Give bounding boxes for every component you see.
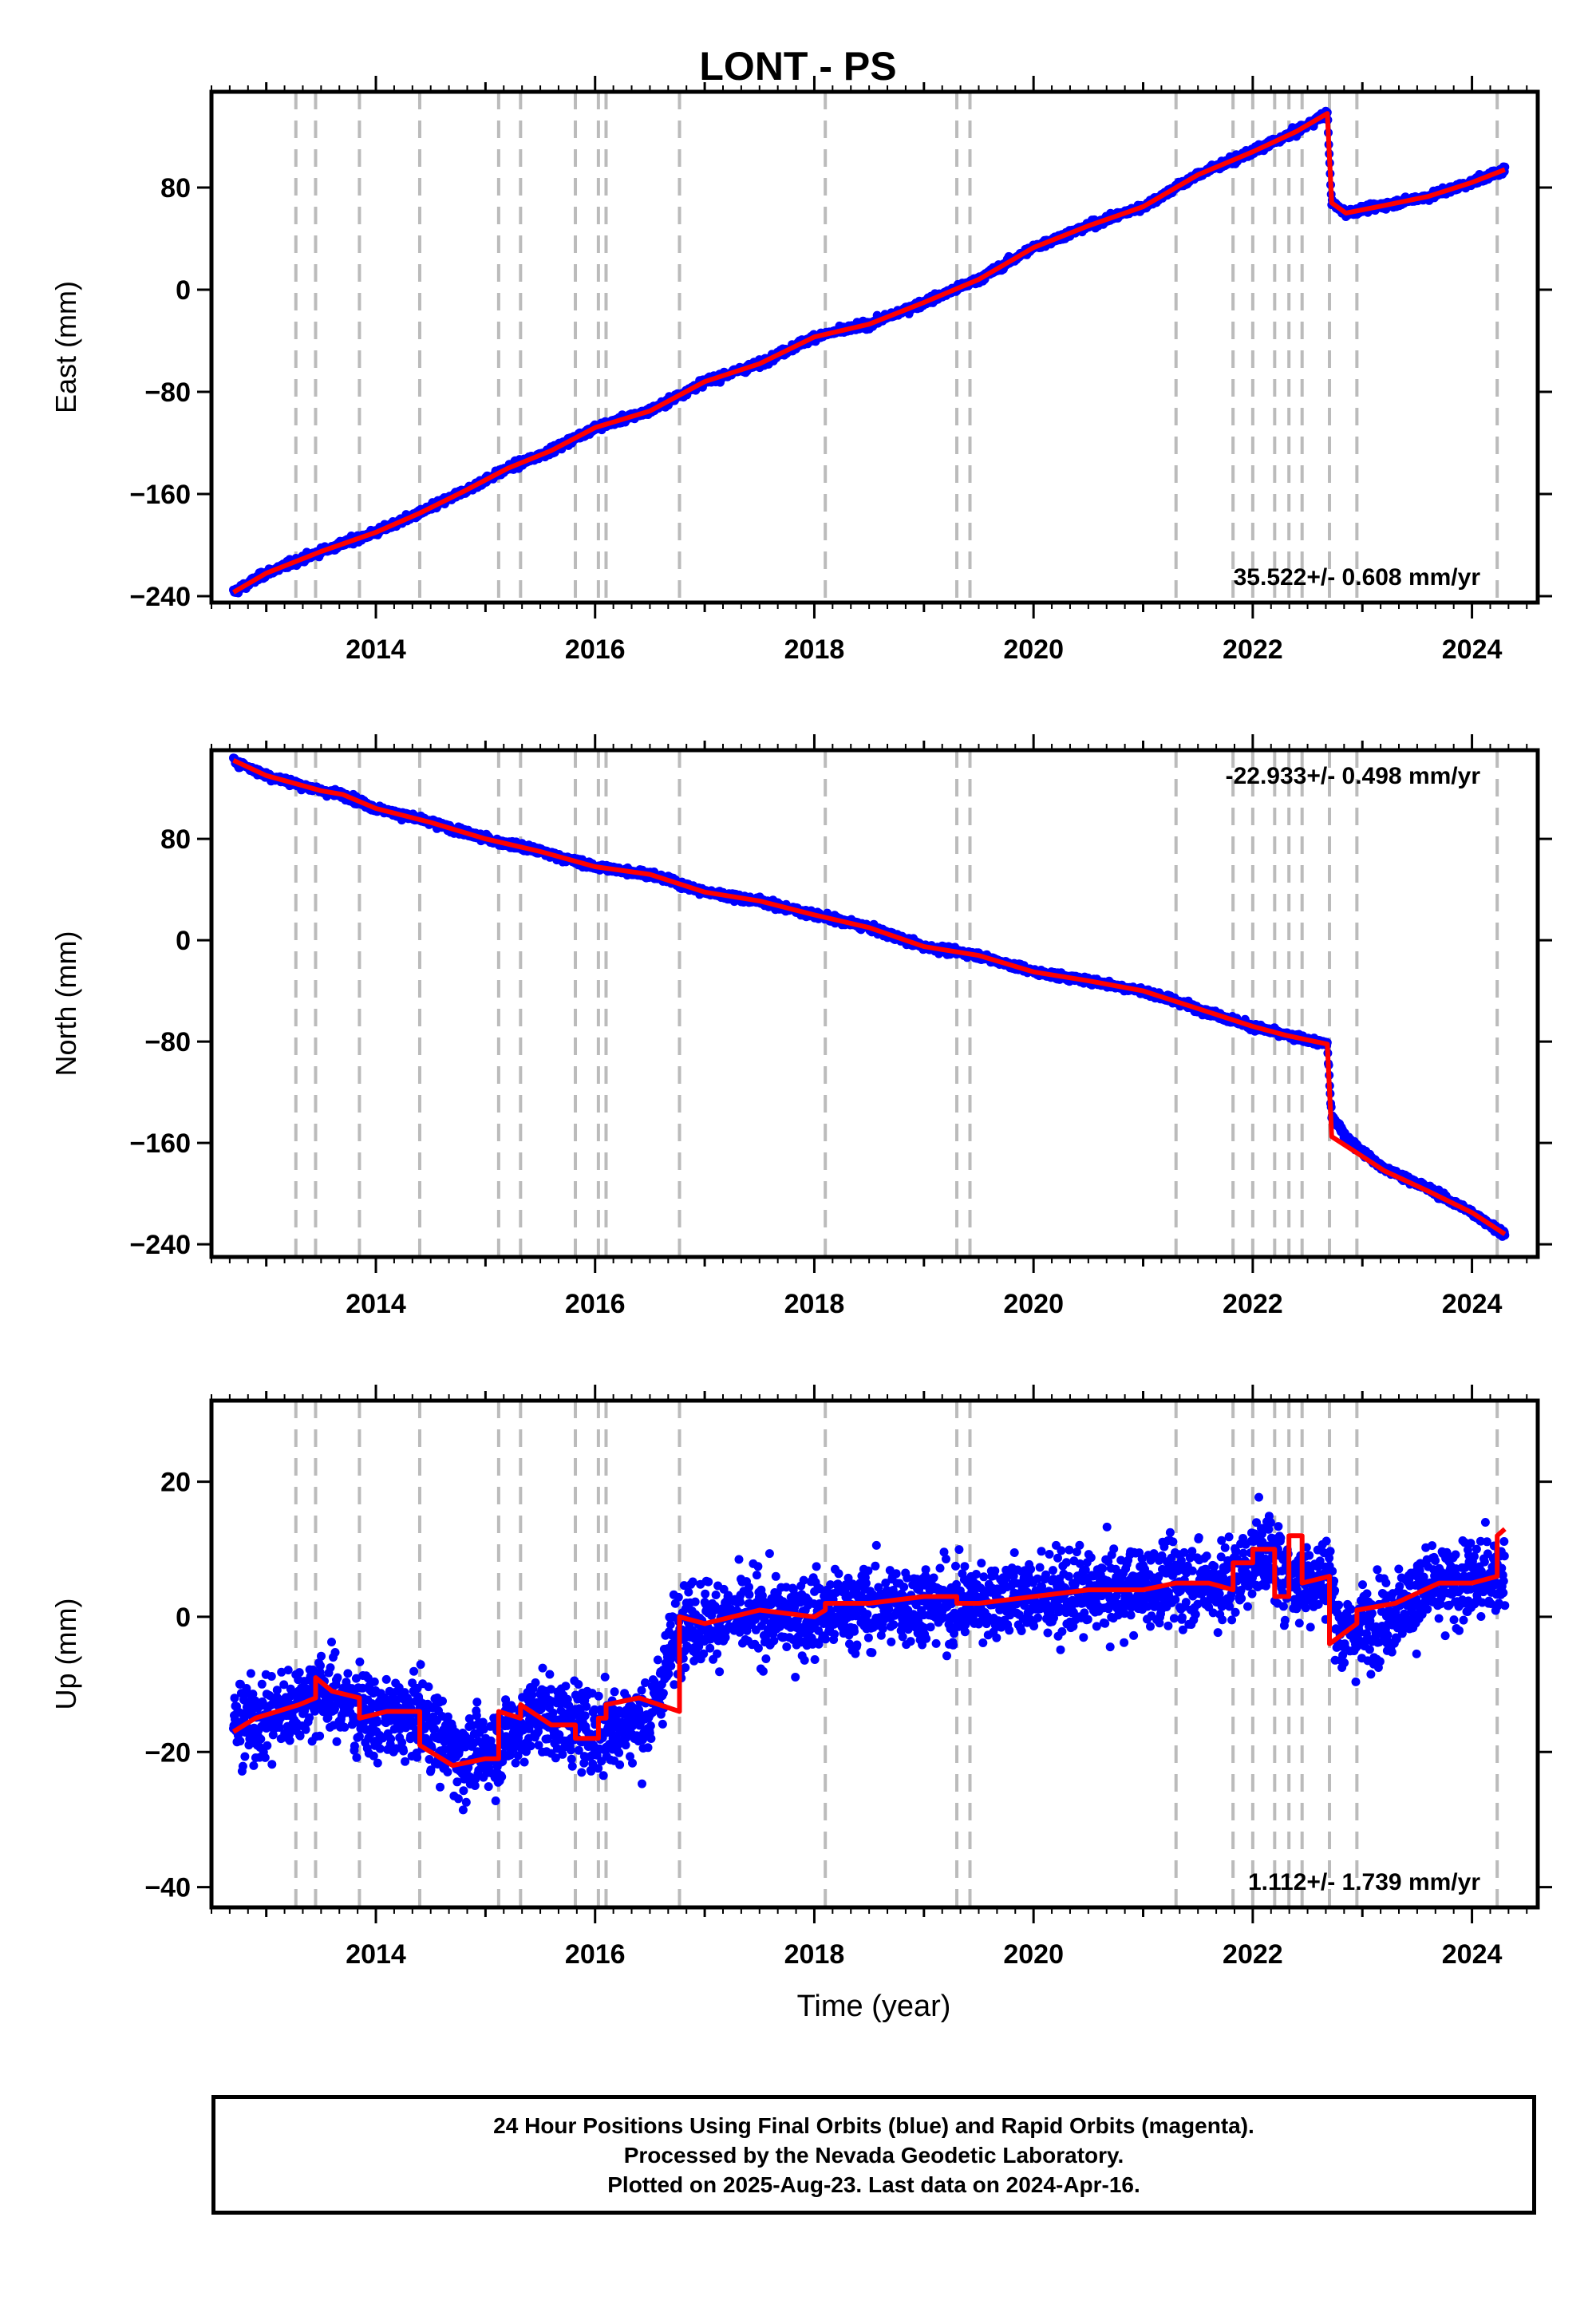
panel-1-xtick-label: 2016 (565, 634, 626, 665)
panel-1-xtick-label: 2014 (346, 634, 406, 665)
panel-1-xtick-label: 2022 (1223, 634, 1283, 665)
panel-1-model-line (231, 111, 1506, 595)
panel-1-ytick-label: −80 (144, 377, 191, 408)
panel-1-ytick-label: 80 (160, 173, 191, 204)
panel-1-xtick-label: 2024 (1442, 634, 1503, 665)
panel-1-rate-label: 35.522+/- 0.608 mm/yr (1234, 564, 1481, 591)
panel-1-ylabel: East (mm) (49, 281, 82, 413)
panel-1-xtick-label: 2020 (1003, 634, 1064, 665)
panel-1-ytick-label: 0 (176, 275, 191, 306)
panel-1-xtick-label: 2018 (784, 634, 845, 665)
panel-1-ytick-label: −160 (129, 480, 191, 510)
panel-1-plot-frame (209, 89, 1540, 605)
chart-title: LONT - PS (699, 44, 896, 89)
panel-1-ytick-label: −240 (129, 582, 191, 612)
